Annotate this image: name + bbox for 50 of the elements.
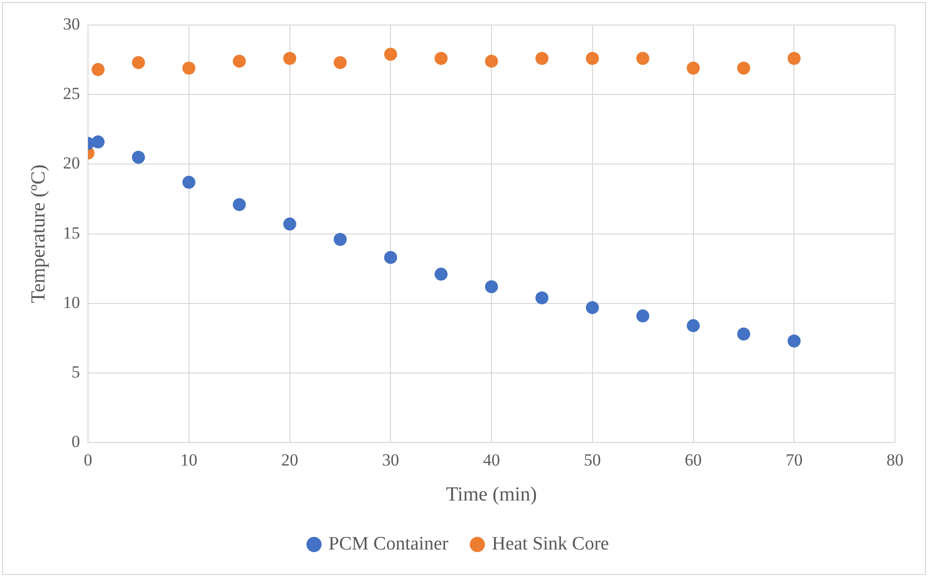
x-tick-label: 0: [84, 450, 92, 470]
point: [132, 56, 145, 70]
legend-label: PCM Container: [328, 533, 450, 554]
x-tick-label: 20: [281, 450, 298, 470]
point: [485, 54, 498, 68]
y-tick-label: 25: [63, 84, 80, 104]
point: [232, 198, 246, 212]
x-tick-label: 80: [886, 450, 904, 470]
x-tick-label: 70: [786, 450, 803, 470]
point: [384, 250, 398, 264]
point: [92, 135, 105, 148]
point: [92, 63, 105, 76]
y-tick-label: 5: [72, 362, 80, 382]
y-tick-label: 0: [72, 432, 80, 452]
point: [384, 48, 398, 61]
point: [636, 309, 650, 322]
point: [182, 176, 196, 189]
x-tick-label: 50: [584, 450, 601, 470]
point: [283, 218, 296, 231]
y-tick-label: 30: [63, 14, 80, 34]
point: [182, 62, 196, 75]
y-tick-label: 15: [63, 223, 80, 242]
point: [434, 268, 448, 281]
point: [586, 301, 599, 314]
point: [535, 52, 548, 65]
x-axis-title: Time (min): [446, 483, 537, 506]
point: [636, 52, 650, 65]
point: [737, 328, 750, 341]
y-tick-label: 20: [63, 154, 80, 173]
y-tick-label: 10: [63, 292, 80, 312]
point: [334, 56, 347, 70]
point: [788, 334, 801, 348]
point: [434, 52, 448, 65]
point: [788, 52, 801, 65]
point: [334, 232, 347, 246]
y-axis-title: Temperature (ºC): [27, 164, 50, 304]
x-tick-label: 30: [382, 450, 400, 470]
x-tick-label: 10: [180, 450, 198, 470]
point: [485, 280, 498, 294]
point: [132, 150, 145, 164]
point: [535, 291, 548, 304]
point: [283, 52, 296, 65]
point: [686, 319, 700, 332]
legend-label: Heat Sink Core: [492, 533, 609, 554]
x-tick-label: 40: [483, 450, 500, 470]
point: [586, 52, 599, 65]
point: [232, 54, 246, 68]
point: [686, 62, 700, 75]
x-tick-label: 60: [684, 450, 702, 470]
point: [737, 62, 750, 75]
